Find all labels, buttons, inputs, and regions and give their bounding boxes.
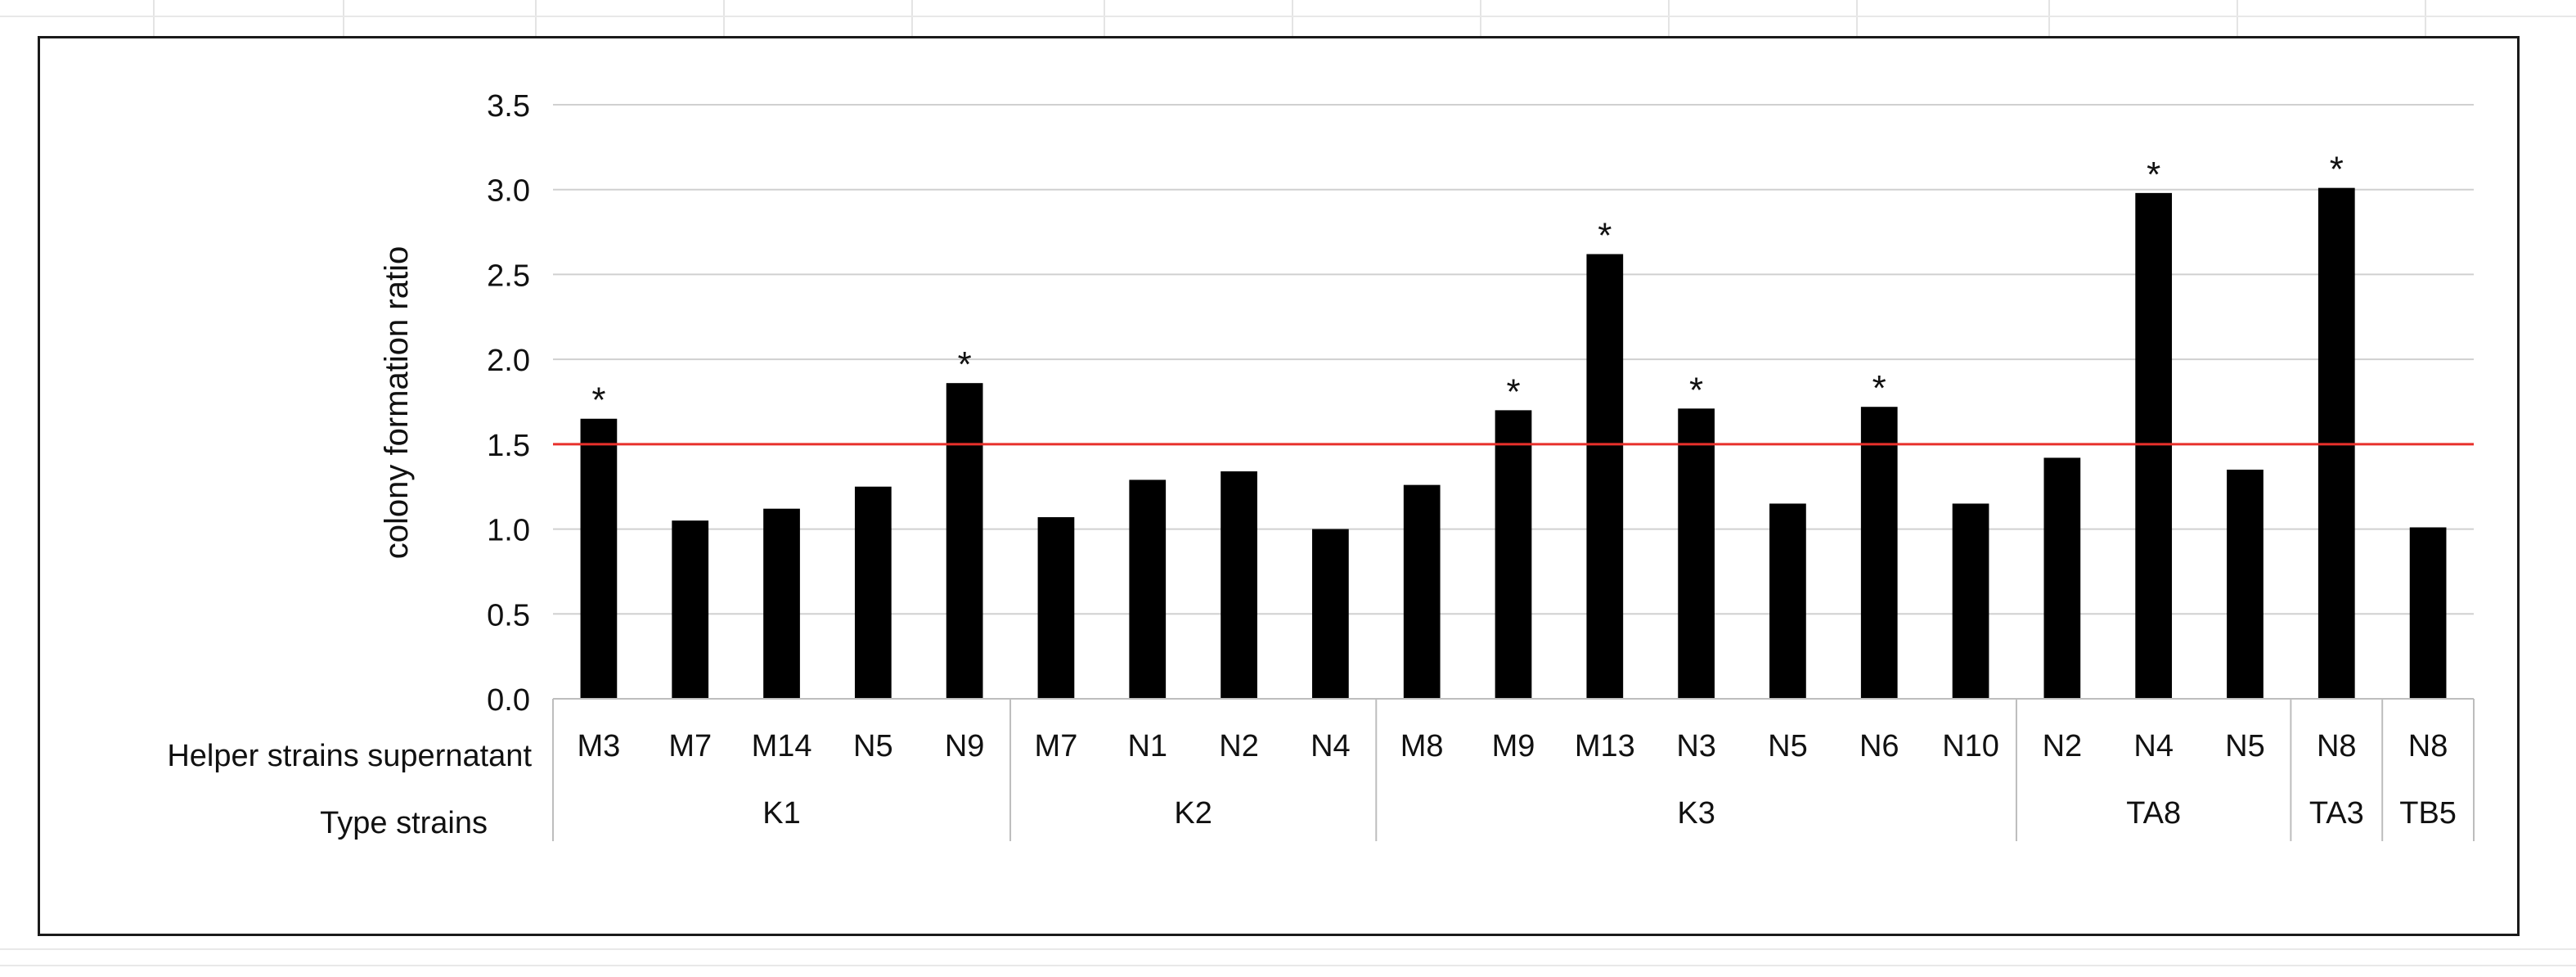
helper-strain-label: N4	[2133, 729, 2174, 763]
bar-K3-N5	[1769, 503, 1806, 699]
helper-strain-label: N2	[1219, 729, 1259, 763]
bar-TA8-N2	[2043, 457, 2081, 699]
significance-star: *	[958, 344, 972, 385]
y-tick-label: 3.0	[487, 174, 530, 209]
type-strain-label: K3	[1677, 796, 1715, 831]
helper-strain-label: N3	[1676, 729, 1716, 763]
bar-K3-M13	[1586, 254, 1624, 700]
type-strain-label: TA3	[2309, 796, 2364, 831]
helper-strain-label: N5	[2225, 729, 2265, 763]
significance-star: *	[1506, 371, 1520, 412]
y-tick-label: 0.0	[487, 683, 530, 718]
helper-strain-label: N8	[2317, 729, 2357, 763]
type-strain-label: K2	[1174, 796, 1212, 831]
helper-strain-label: M13	[1575, 729, 1635, 763]
significance-star: *	[591, 380, 605, 421]
y-tick-label: 1.5	[487, 429, 530, 463]
helper-strain-label: N1	[1127, 729, 1167, 763]
y-tick-label: 3.5	[487, 89, 530, 124]
y-axis-label: colony formation ratio	[379, 246, 415, 559]
bar-K3-M8	[1403, 484, 1441, 699]
significance-star: *	[1689, 370, 1703, 410]
helper-strain-label: M8	[1400, 729, 1444, 763]
helper-strain-label: N5	[1768, 729, 1808, 763]
significance-star: *	[2147, 155, 2160, 195]
helper-strain-label: M7	[1035, 729, 1078, 763]
helper-strain-label: M9	[1492, 729, 1535, 763]
y-tick-label: 2.5	[487, 259, 530, 293]
bar-K1-M14	[763, 508, 800, 699]
axis-layer: 0.0 0.5 1.0 1.5 2.0 2.5 3.0 3.5 M3 M7 M14 N5 N9 M7 N1 N…	[487, 89, 2475, 841]
type-strain-label: K1	[762, 796, 800, 831]
bar-K3-N6	[1860, 407, 1898, 699]
bar-K1-N9	[946, 383, 983, 699]
helper-strain-label: N2	[2043, 729, 2083, 763]
helper-strain-label: M14	[752, 729, 812, 763]
chart-frame	[38, 36, 2520, 936]
helper-strain-label: N8	[2408, 729, 2448, 763]
bar-K3-N10	[1952, 503, 1989, 699]
significance-star: *	[2330, 150, 2344, 190]
bar-TA8-N5	[2227, 469, 2264, 699]
helper-strain-label: M3	[578, 729, 621, 763]
type-strain-label: TA8	[2126, 796, 2181, 831]
helper-strain-label: N5	[853, 729, 893, 763]
bar-TB5-N8	[2409, 527, 2447, 699]
y-tick-label: 1.0	[487, 514, 530, 548]
bar-K2-N1	[1129, 479, 1167, 699]
bar-K3-N3	[1678, 408, 1715, 699]
bar-K3-M9	[1495, 410, 1532, 699]
type-row-label: Type strains	[320, 806, 488, 840]
helper-strain-label: N9	[945, 729, 985, 763]
y-tick-label: 0.5	[487, 598, 530, 633]
significance-star: *	[1872, 368, 1886, 408]
significance-star: *	[1598, 216, 1612, 256]
helper-strain-label: N10	[1942, 729, 1999, 763]
bar-K2-N2	[1221, 471, 1257, 699]
y-tick-label: 2.0	[487, 344, 530, 378]
helper-strain-label: M7	[668, 729, 712, 763]
bar-K2-M7	[1037, 517, 1075, 699]
type-strain-label: TB5	[2399, 796, 2457, 831]
helper-strain-label: N6	[1859, 729, 1899, 763]
bar-K2-N4	[1312, 529, 1349, 699]
helper-strain-label: N4	[1310, 729, 1351, 763]
bar-K1-N5	[854, 486, 892, 699]
bar-TA8-N4	[2135, 192, 2173, 699]
helper-row-label: Helper strains supernatant	[167, 739, 532, 773]
bar-K1-M3	[580, 418, 618, 699]
bar-K1-M7	[672, 520, 709, 699]
bars-layer: * * * * * * * *	[580, 150, 2447, 700]
